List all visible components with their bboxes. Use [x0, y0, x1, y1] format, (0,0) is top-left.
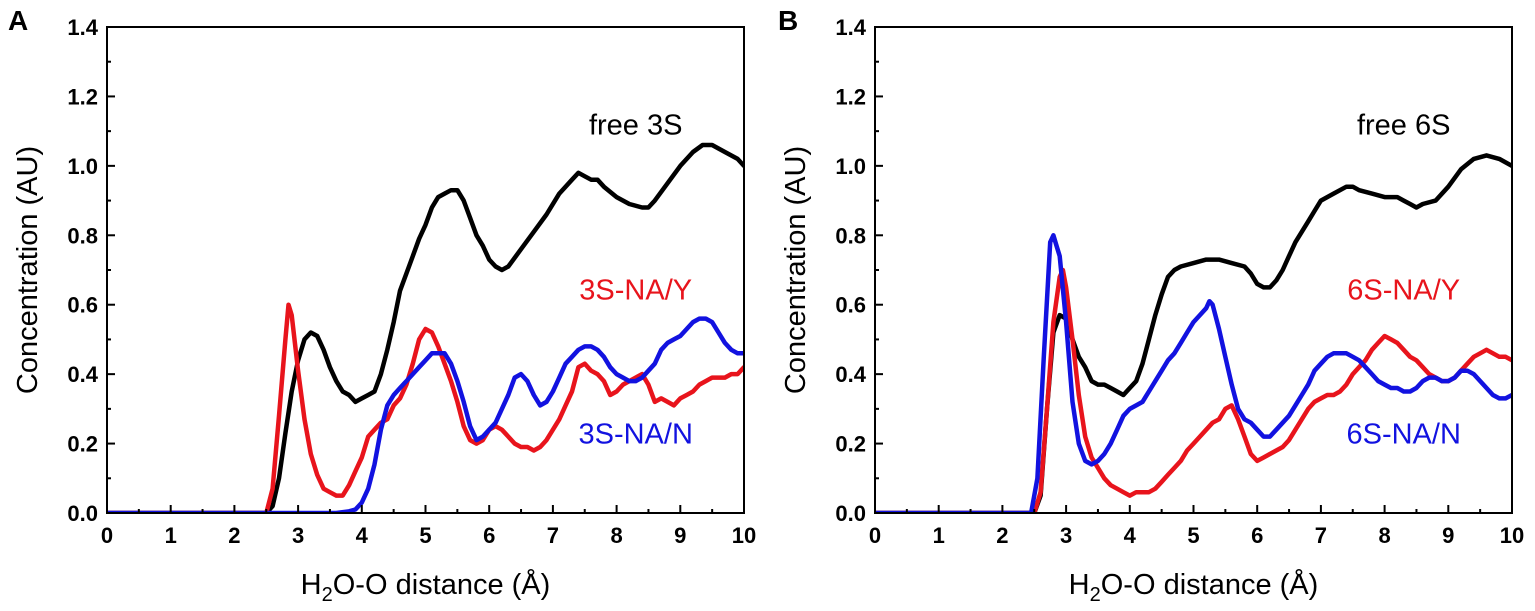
x-tick-label: 7 [547, 523, 559, 548]
x-axis-title: H2O-O distance (Å) [301, 568, 551, 606]
series-line-free-3s [107, 142, 744, 513]
y-tick-label: 0.4 [835, 362, 866, 387]
series-line-3s-na-n [107, 316, 744, 513]
series-label: free 6S [1357, 110, 1451, 142]
x-tick-label: 9 [674, 523, 686, 548]
x-tick-label: 6 [483, 523, 495, 548]
x-tick-label: 9 [1442, 523, 1454, 548]
x-tick-label: 0 [101, 523, 113, 548]
y-tick-label: 1.2 [67, 84, 98, 109]
panel-label: A [8, 5, 28, 36]
x-tick-label: 1 [933, 523, 945, 548]
y-tick-label: 0.0 [835, 501, 866, 526]
series-line-3s-na-y [107, 302, 744, 513]
y-tick-label: 0.2 [67, 432, 98, 457]
y-axis-title: Concentration (AU) [780, 146, 812, 394]
x-tick-label: 5 [1187, 523, 1199, 548]
y-tick-label: 1.2 [835, 84, 866, 109]
x-tick-label: 10 [732, 523, 756, 548]
x-tick-label: 1 [165, 523, 177, 548]
x-tick-label: 8 [1378, 523, 1390, 548]
series-group [107, 142, 744, 513]
x-tick-label: 7 [1315, 523, 1327, 548]
series-line-6s-na-y [875, 267, 1512, 513]
x-tick-label: 10 [1500, 523, 1524, 548]
x-tick-label: 4 [356, 523, 369, 548]
x-axis-title-part: O-O distance (Å) [1101, 568, 1319, 601]
x-tick-label: 6 [1251, 523, 1263, 548]
y-tick-label: 0.4 [67, 362, 98, 387]
x-axis-title-subscript: 2 [322, 584, 333, 606]
series-label: 3S-NA/Y [579, 275, 692, 307]
y-tick-label: 1.0 [67, 154, 98, 179]
y-tick-label: 0.8 [835, 223, 866, 248]
y-tick-label: 0.8 [67, 223, 98, 248]
series-line-free-6s [875, 153, 1512, 513]
series-line-6s-na-n [875, 233, 1512, 513]
y-tick-label: 1.4 [835, 15, 866, 40]
x-tick-label: 2 [228, 523, 240, 548]
y-axis-title: Concentration (AU) [12, 146, 44, 394]
series-label: 3S-NA/N [578, 419, 692, 451]
chart-panel-a: A0 1 2 3 4 5 6 7 8 9 100.00.20.40.60.81.01.21.4H2O… [8, 5, 756, 606]
x-tick-label: 5 [419, 523, 431, 548]
series-group [875, 153, 1512, 513]
y-tick-label: 1.0 [835, 154, 866, 179]
y-tick-label: 0.0 [67, 501, 98, 526]
y-tick-label: 1.4 [67, 15, 98, 40]
y-tick-label: 0.2 [835, 432, 866, 457]
panel-label: B [778, 5, 798, 36]
x-tick-label: 3 [292, 523, 304, 548]
x-tick-label: 0 [869, 523, 881, 548]
x-axis-title-part: H [1069, 569, 1090, 601]
chart-panel-b: B0 1 2 3 4 5 6 7 8 9 100.00.20.40.60.81.01.21.4H2O… [778, 5, 1524, 606]
series-label: 6S-NA/N [1346, 419, 1460, 451]
x-tick-label: 2 [996, 523, 1008, 548]
x-axis-title-part: H [301, 569, 322, 601]
x-axis-title-part: O-O distance (Å) [333, 568, 551, 601]
x-tick-label: 8 [610, 523, 622, 548]
x-tick-label: 4 [1124, 523, 1137, 548]
x-axis-title-subscript: 2 [1090, 584, 1101, 606]
series-label: 6S-NA/Y [1347, 275, 1460, 307]
y-tick-label: 0.6 [67, 293, 98, 318]
series-label: free 3S [589, 110, 683, 142]
x-tick-label: 3 [1060, 523, 1072, 548]
y-tick-label: 0.6 [835, 293, 866, 318]
x-axis-title: H2O-O distance (Å) [1069, 568, 1319, 606]
